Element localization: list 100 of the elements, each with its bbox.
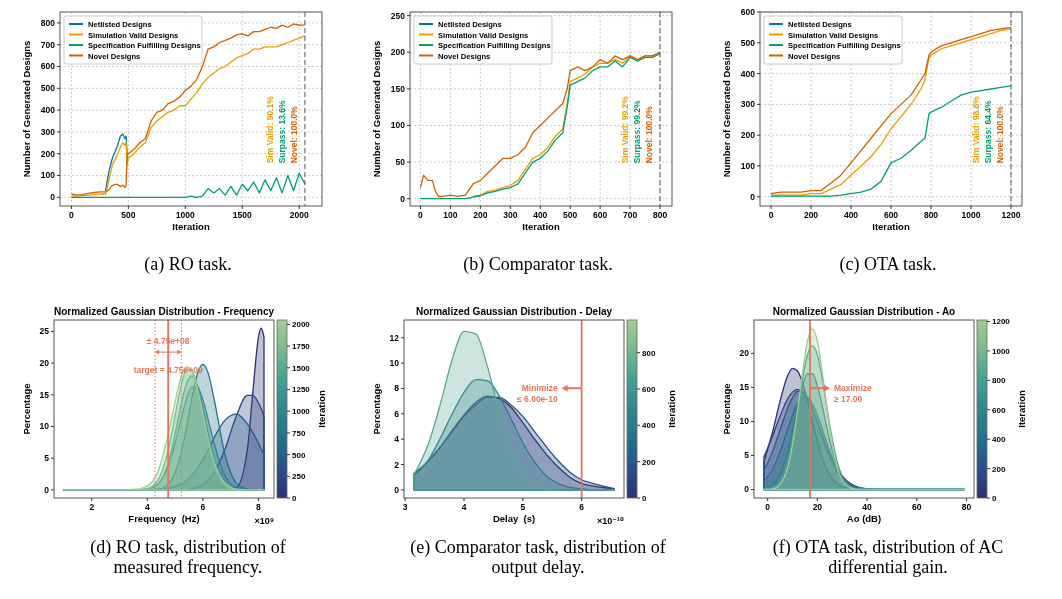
color-bar-label: 1000 [292,407,311,417]
color-bar-label: 750 [292,428,306,438]
y-tick-label: 0 [400,193,406,204]
x-tick-label: 4 [461,502,467,512]
x-tick-label: 800 [923,210,939,220]
y-tick-label: 700 [40,39,56,50]
x-tick-label: 200 [473,210,488,220]
annotation: Surpass: 99.2% [632,100,643,164]
y-tick-label: 100 [390,120,406,131]
x-tick-label: 3 [402,502,408,512]
y-tick-label: 500 [40,83,56,94]
x-axis-title: Iteration [172,221,210,232]
x-tick-label: 60 [912,502,922,512]
color-bar-label: 600 [992,405,1006,415]
y-tick-label: 10 [389,358,400,369]
x-tick-label: 0 [765,502,771,512]
x-tick-label: 600 [593,210,608,220]
line-series [104,133,128,192]
annotation: Sim Valid: 98.8% [971,95,981,164]
x-tick-label: 20 [812,502,823,512]
text: ×10⁻¹⁰ [597,516,625,526]
x-axis-title: Iteration [872,221,910,232]
x-tick-label: 400 [843,210,859,220]
y-tick-label: 100 [740,160,756,171]
y-tick-label: 15 [739,382,750,393]
x-axis-title: Delay (s) [492,513,536,524]
x-tick-label: 4 [144,502,150,512]
y-tick-label: 5 [744,450,750,461]
y-tick-label: 20 [739,348,750,359]
color-bar-label: 200 [642,457,656,467]
chart-title: Normalized Gaussian Distribution - Frequency [53,306,275,317]
y-tick-label: 200 [390,47,406,58]
y-tick-label: 0 [50,192,56,203]
x-tick-label: 500 [563,210,578,220]
y-tick-label: 150 [390,83,406,94]
y-tick-label: 4 [394,434,400,445]
color-bar-label: 250 [292,472,306,482]
y-tick-label: 10 [739,416,750,427]
y-tick-label: 50 [395,157,406,168]
text: (b) Comparator task. [463,254,613,275]
y-tick-label: 200 [40,148,56,159]
text: (a) RO task. [144,254,232,275]
text: (f) OTA task, distribution of AC differential gain. [772,537,1004,577]
x-tick-label: 1000 [961,210,981,220]
color-bar-label: 600 [642,385,656,395]
y-tick-label: 5 [44,453,50,464]
x-tick-label: 1000 [175,210,196,220]
y-tick-label: 200 [740,130,756,141]
y-tick-label: 0 [394,484,400,495]
y-axis-title: Number of Generated Designs [371,40,382,178]
color-bar-label: 800 [642,348,656,358]
color-bar-label: 500 [292,450,306,460]
x-tick-label: 800 [652,210,668,220]
y-axis-title: Number of Generated Designs [721,40,732,178]
color-bar-label: 200 [992,464,1006,474]
ref-line-label: Minimize ≤ 6.00e-10 [517,383,558,404]
color-bar-label: 0 [642,494,647,503]
x-tick-label: 0 [418,210,424,220]
annotation: Novel: 100.0% [995,105,1005,164]
text: (d) RO task, distribution of measured frequency. [90,537,286,577]
line-series [70,172,306,198]
annotation: Sim Valid: 99.2% [620,95,631,164]
y-tick-label: 2 [394,459,400,470]
y-tick-label: 600 [40,61,56,72]
x-tick-label: 2000 [289,210,309,220]
x-tick-label: 40 [862,502,873,512]
x-tick-label: 2 [89,502,95,512]
x-tick-label: 0 [69,210,75,220]
x-tick-label: 400 [533,210,548,220]
y-tick-label: 10 [39,421,50,432]
annotation: Novel: 100.0% [288,105,299,164]
text: (c) OTA task. [839,254,937,275]
text: (e) Comparator task, distribution of output delay. [410,537,666,577]
ref-line-label: Maximize ≥ 17.00 [833,383,872,404]
x-axis-title: Iteration [522,221,560,232]
color-bar-title: Iteration [1016,390,1027,428]
color-bar-label: 1000 [992,346,1011,356]
x-tick-label: 1200 [1001,210,1021,220]
line-series [770,85,1012,197]
color-bar-label: 1500 [292,363,311,373]
x-tick-label: 200 [803,210,819,220]
y-axis-title: Number of Generated Designs [21,40,32,178]
y-tick-label: 6 [394,408,400,419]
chart-title: Normalized Gaussian Distribution - Ao [772,306,956,317]
color-bar-label: 1200 [992,317,1011,327]
x-tick-label: 5 [520,502,526,512]
x-tick-label: 80 [961,502,972,512]
color-bar-label: 0 [992,494,997,503]
color-bar-label: 1750 [292,342,311,352]
color-bar-label: 400 [642,421,656,431]
y-tick-label: 20 [39,358,50,369]
x-tick-label: 700 [622,210,638,220]
x-tick-label: 8 [256,502,262,512]
y-tick-label: 400 [740,68,756,79]
color-bar-label: 2000 [292,320,311,330]
x-tick-label: 6 [200,502,206,512]
color-bar-title: Iteration [666,390,677,428]
text: ×10⁹ [254,516,274,526]
annotation: Surpass: 13.6% [276,100,287,164]
y-tick-label: 400 [40,105,56,116]
